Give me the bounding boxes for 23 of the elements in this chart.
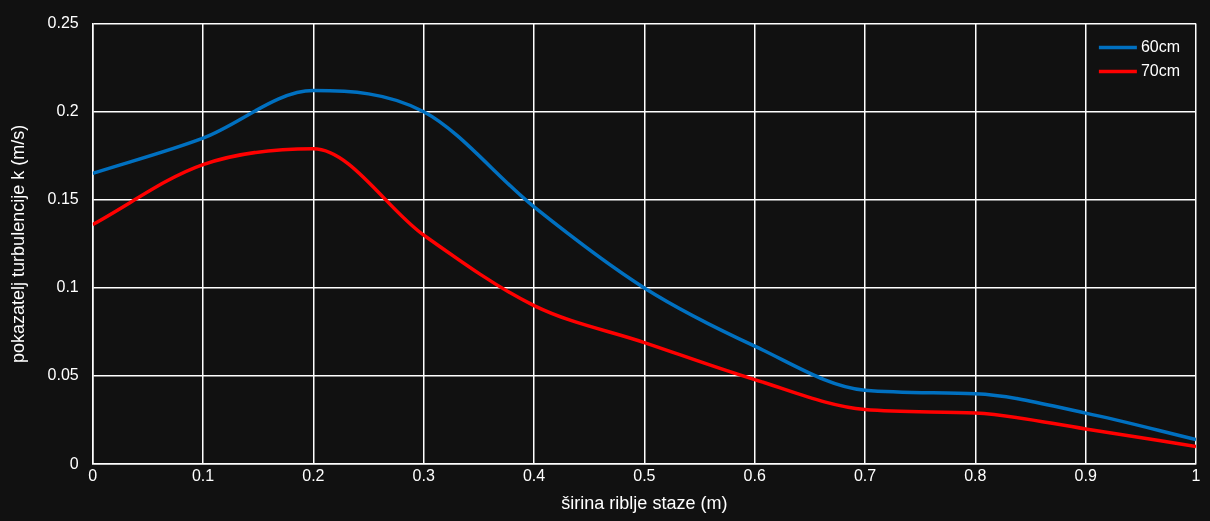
x-tick-label: 0.4 <box>522 467 546 485</box>
x-tick-label: 0.7 <box>853 467 877 485</box>
y-tick-label: 0.15 <box>47 190 79 208</box>
x-tick-label: 0.5 <box>633 467 656 485</box>
line-series <box>92 146 1196 449</box>
x-tick-label: 0.2 <box>302 467 325 485</box>
x-axis-title: širina riblje staze (m) <box>561 493 728 514</box>
x-tick-label: 0.9 <box>1074 467 1097 485</box>
x-tick-label: 0.1 <box>191 467 215 485</box>
x-tick-label: 0.6 <box>743 467 766 485</box>
line-series <box>92 88 1196 442</box>
y-tick-label: 0.25 <box>47 14 79 32</box>
y-tick-label: 0.1 <box>56 278 79 296</box>
legend-label: 60cm <box>1140 38 1180 56</box>
legend-label: 70cm <box>1140 62 1180 80</box>
x-tick-label: 0.8 <box>964 467 987 485</box>
x-tick-label: 0.3 <box>412 467 435 485</box>
x-tick-label: 1 <box>1191 467 1201 485</box>
x-tick-label: 0 <box>88 467 98 485</box>
y-tick-label: 0 <box>69 454 79 472</box>
y-tick-label: 0.05 <box>47 366 79 384</box>
y-axis-title: pokazatelj turbulencije k (m/s) <box>7 124 28 363</box>
y-tick-label: 0.2 <box>56 102 79 120</box>
